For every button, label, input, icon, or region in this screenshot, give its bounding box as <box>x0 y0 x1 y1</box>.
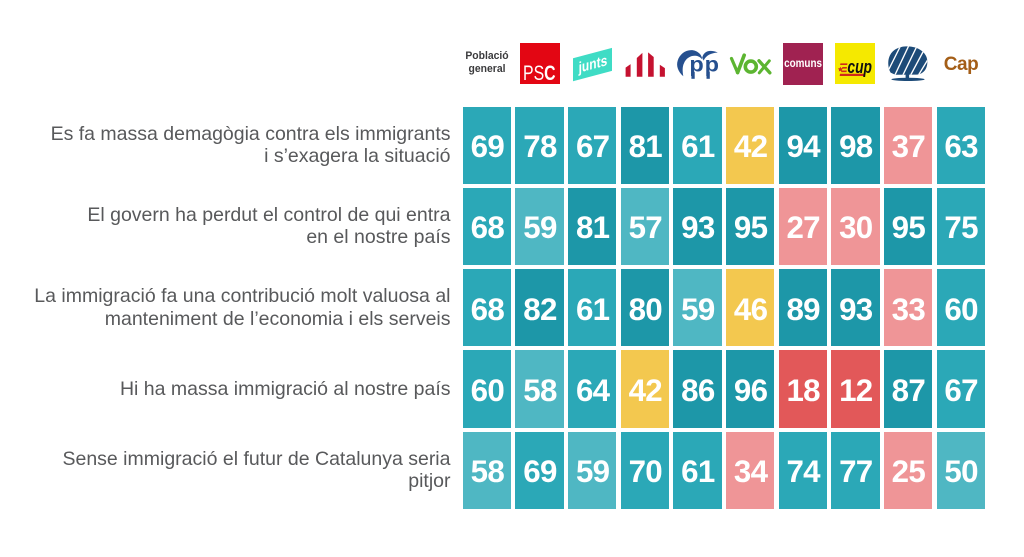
svg-text:cup: cup <box>847 57 872 77</box>
svg-text:pp: pp <box>689 53 720 77</box>
